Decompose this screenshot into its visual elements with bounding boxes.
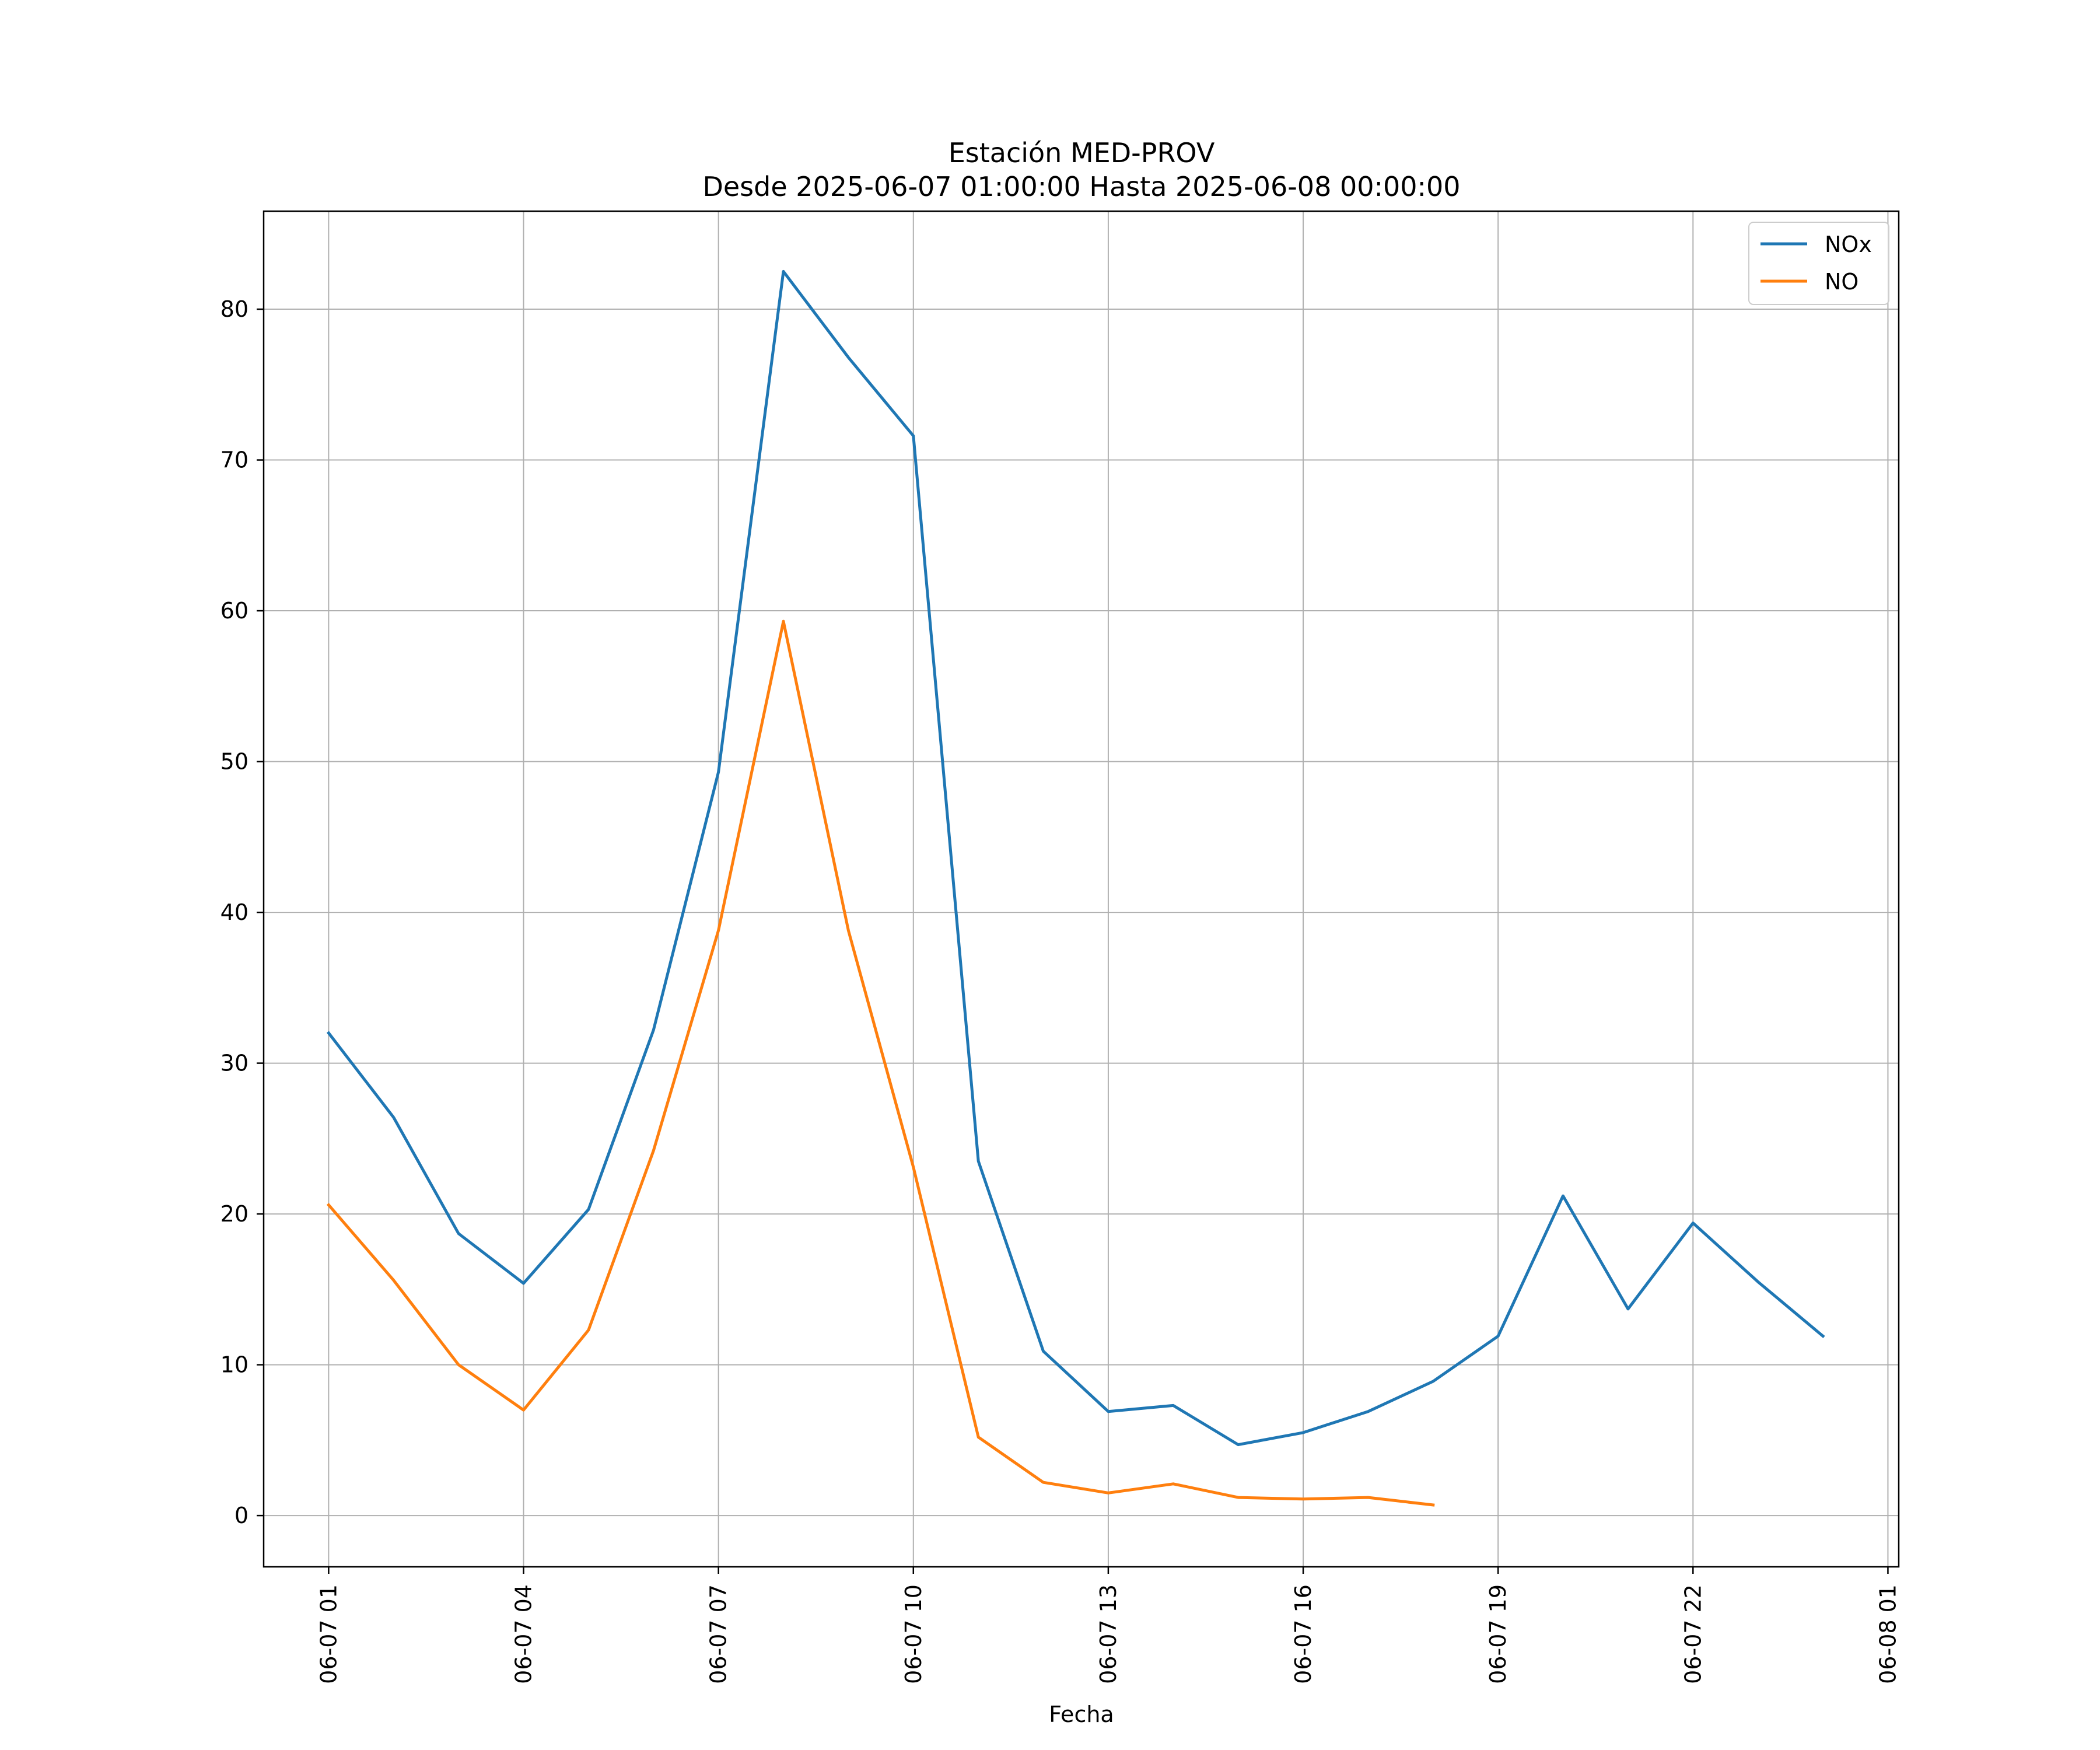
plot-frame [262,210,1900,1568]
chart-title: Estación MED-PROV [949,137,1215,169]
series-lines [326,270,1825,1507]
x-tick-label: 06-07 16 [1290,1584,1316,1684]
x-tick-label: 06-07 10 [901,1584,926,1684]
legend: NOx NO [1748,222,1889,305]
y-tick-label: 10 [220,1352,249,1378]
x-tick-label: 06-08 01 [1875,1584,1901,1684]
x-tick-label: 06-07 01 [316,1584,341,1684]
x-axis-label: Fecha [1049,1702,1114,1727]
legend-label-nox: NOx [1825,232,1872,257]
series-line-no [326,620,1435,1507]
x-tick-label: 06-07 13 [1096,1584,1121,1684]
y-tick-label: 50 [220,749,249,775]
y-tick-label: 80 [220,296,249,322]
series-line-nox [326,270,1825,1447]
y-tick-label: 60 [220,598,249,624]
chart-subtitle: Desde 2025-06-07 01:00:00 Hasta 2025-06-… [702,171,1460,202]
axis-ticks: 06-07 01 06-07 04 06-07 07 06-07 10 06-07 13… [220,296,1901,1684]
y-tick-label: 0 [235,1503,249,1528]
y-tick-label: 30 [220,1051,249,1076]
legend-label-no: NO [1825,269,1859,295]
x-tick-label: 06-07 22 [1680,1584,1706,1684]
y-tick-label: 70 [220,447,249,473]
x-tick-label: 06-07 19 [1485,1584,1511,1684]
y-tick-label: 40 [220,900,249,925]
x-tick-label: 06-07 04 [511,1584,537,1684]
y-tick-label: 20 [220,1201,249,1227]
grid [264,211,1899,1567]
x-tick-label: 06-07 07 [706,1584,732,1684]
